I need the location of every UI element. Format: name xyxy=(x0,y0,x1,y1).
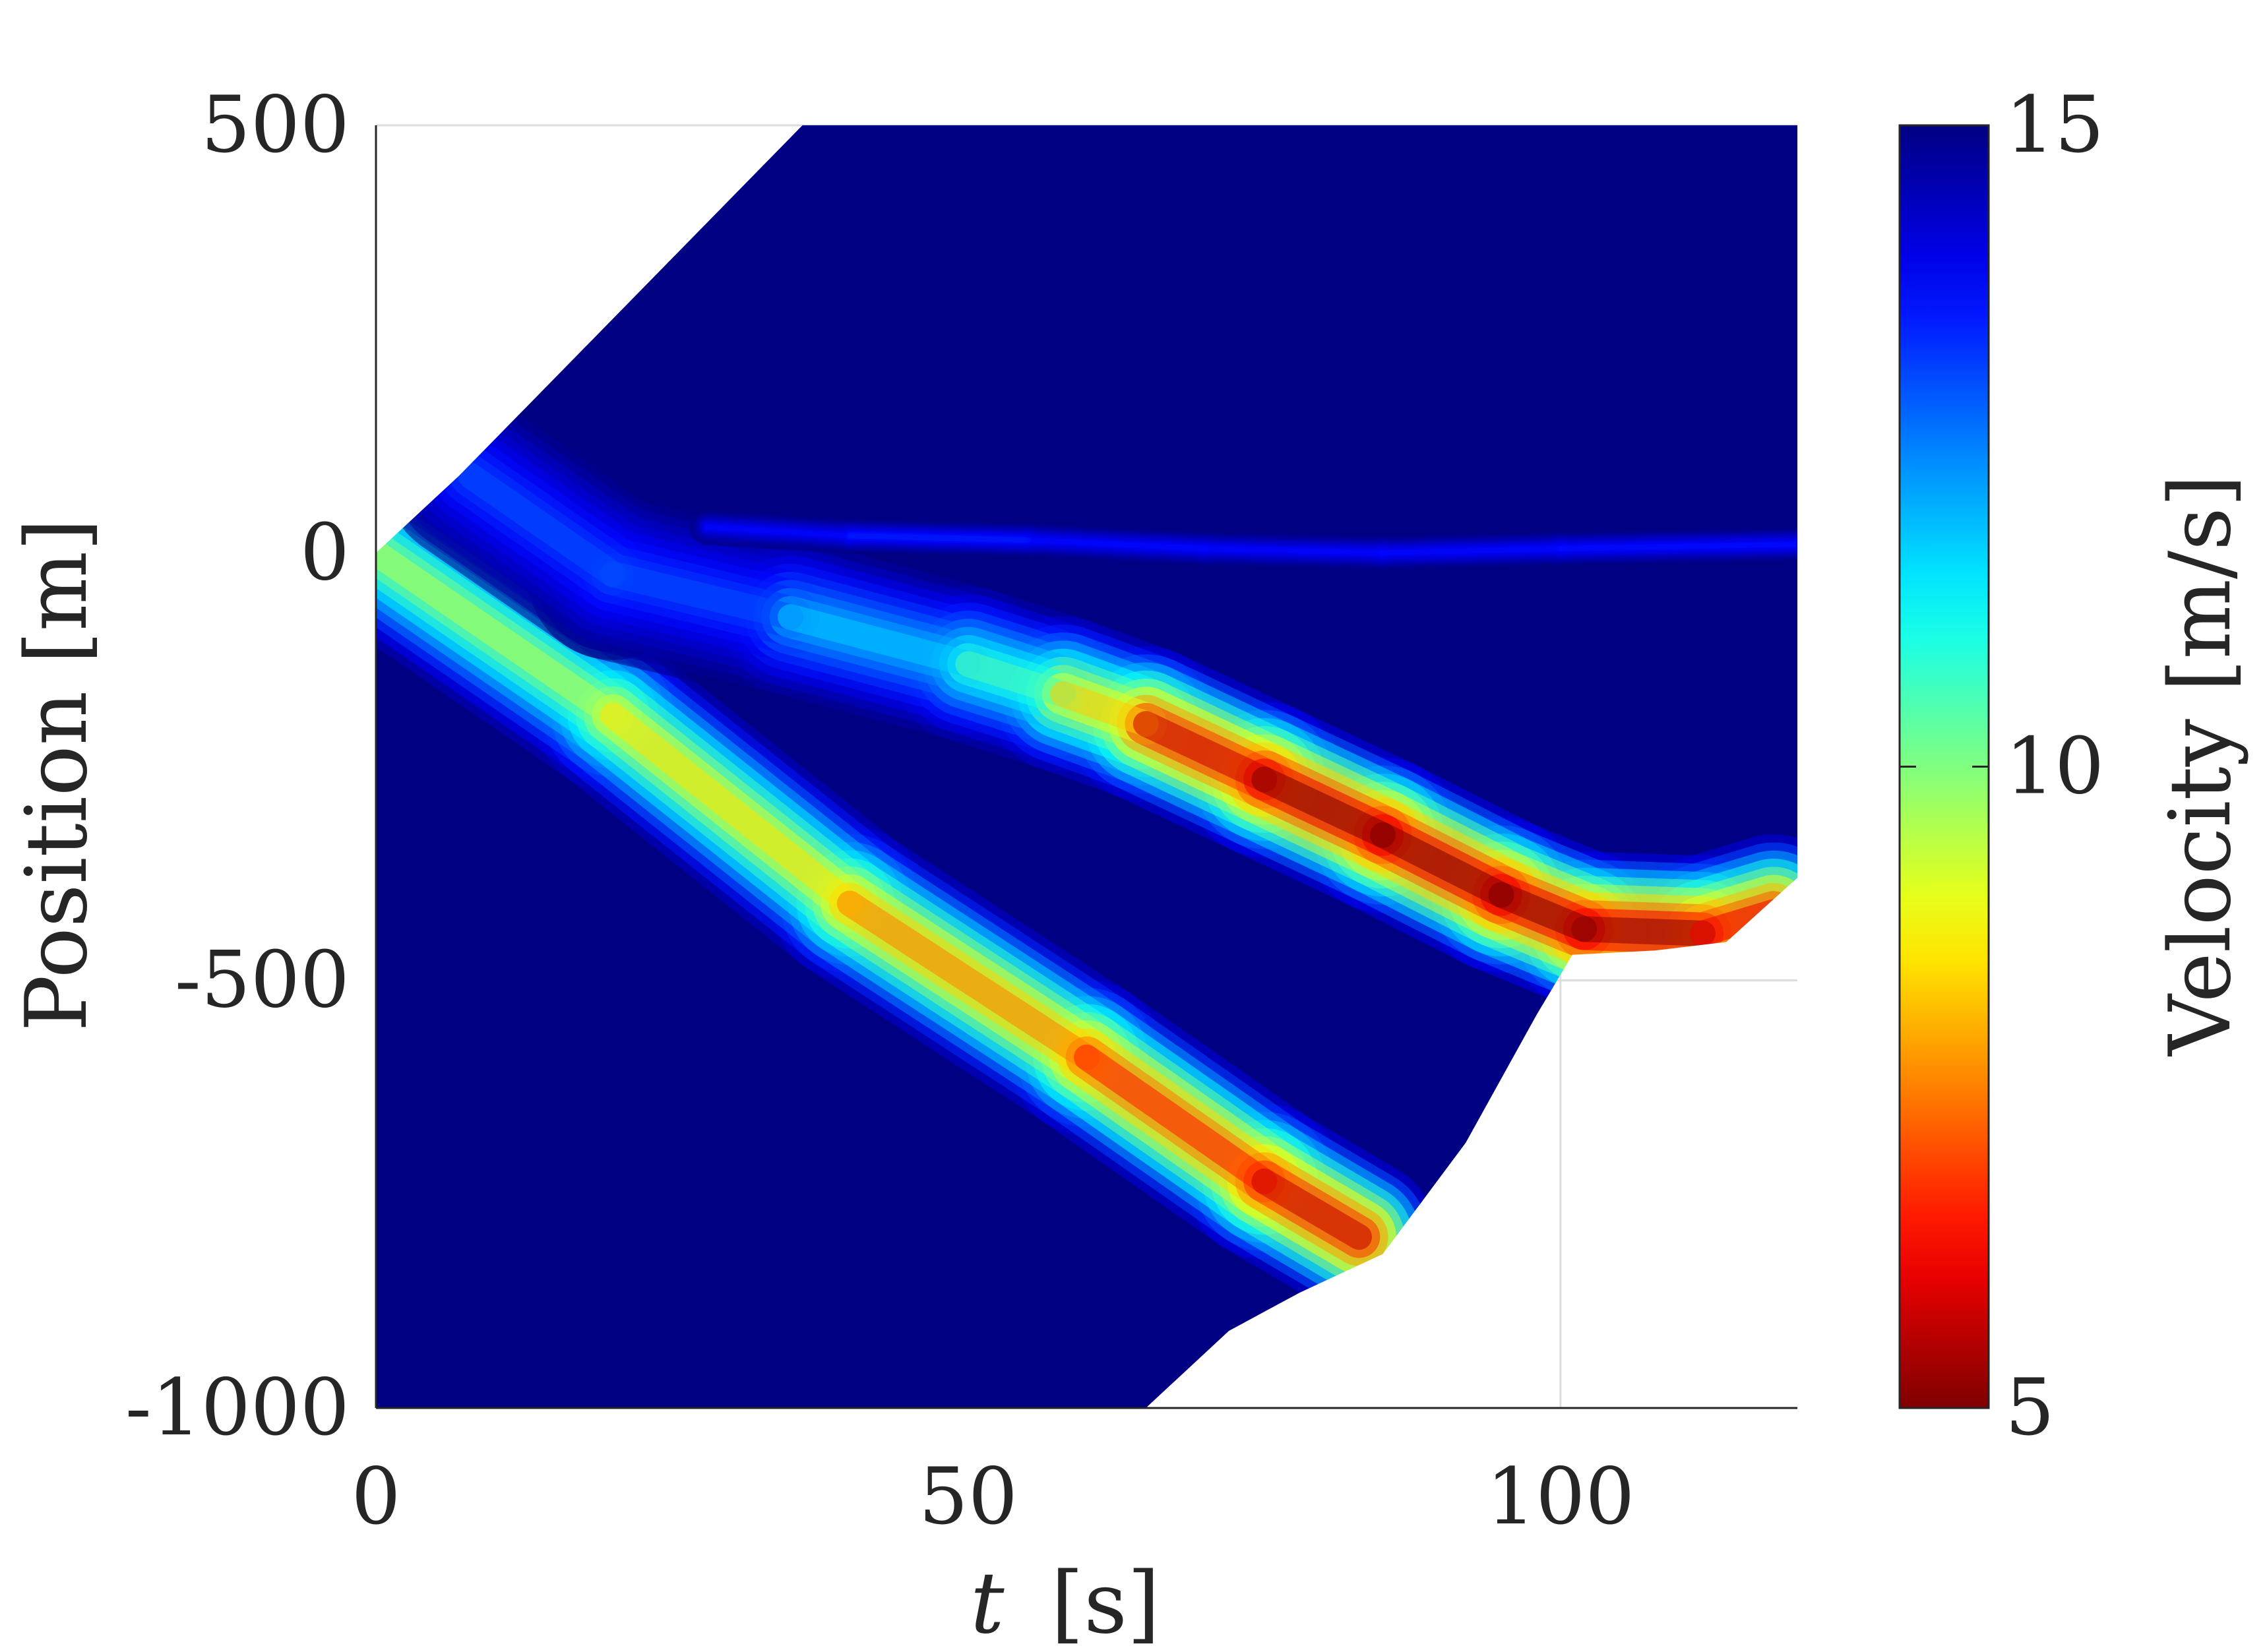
band-segment xyxy=(778,604,981,677)
x-tick-label: 0 xyxy=(351,1451,400,1542)
outside-mask xyxy=(376,125,1797,1408)
band-segment xyxy=(704,524,853,539)
x-tick-label: 50 xyxy=(919,1451,1018,1542)
band-segment xyxy=(458,463,626,588)
y-tick-label: -1000 xyxy=(125,1362,350,1453)
band-segment xyxy=(376,539,626,729)
y-tick-label: 0 xyxy=(300,506,350,597)
x-tick-labels: 0 50 100 xyxy=(351,1451,1634,1542)
band-segment xyxy=(847,533,1030,543)
y-axis-label: Position [m] xyxy=(8,518,106,1031)
y-tick-label: 500 xyxy=(201,79,350,170)
congestion-band xyxy=(689,508,1797,571)
x-axis-label-unit: [s] xyxy=(1051,1554,1160,1649)
band-segment xyxy=(1571,916,1716,946)
colorbar-ticks: 15 10 5 xyxy=(1900,79,2104,1453)
band-segment xyxy=(1202,545,1386,556)
band-segment xyxy=(1074,1044,1278,1194)
band-segment xyxy=(955,651,1076,707)
y-tick-labels: 500 0 -500 -1000 xyxy=(125,79,350,1453)
x-axis-label: t [s] xyxy=(970,1554,1160,1649)
band-segment xyxy=(600,561,804,630)
band-segment xyxy=(836,890,1100,1070)
colorbar-tick-label: 10 xyxy=(2005,721,2104,812)
y-tick-label: -500 xyxy=(175,934,350,1025)
colorbar: 15 10 5 Velocity [m/s] xyxy=(1898,79,2250,1453)
congestion-band xyxy=(385,390,1797,1020)
band-segment xyxy=(1251,1168,1373,1250)
colorbar-tick-label: 15 xyxy=(2005,79,2104,170)
band-segment xyxy=(600,702,863,917)
x-axis-label-variable: t xyxy=(970,1554,1005,1649)
x-tick-label: 100 xyxy=(1486,1451,1634,1542)
band-segment xyxy=(1369,822,1514,908)
axes xyxy=(375,125,1797,1409)
band-segment xyxy=(1380,545,1563,556)
band-segment xyxy=(1251,766,1396,848)
band-segment xyxy=(1133,711,1278,793)
band-segment xyxy=(1557,541,1797,551)
band-segment xyxy=(1488,882,1598,942)
band-segment xyxy=(1024,537,1208,551)
heatmap-area xyxy=(376,125,1797,1408)
colorbar-label: Velocity [m/s] xyxy=(2152,474,2250,1057)
band-segment xyxy=(1050,681,1159,737)
colorbar-tick-label: 5 xyxy=(2005,1362,2055,1453)
congestion-band xyxy=(376,467,1445,1323)
